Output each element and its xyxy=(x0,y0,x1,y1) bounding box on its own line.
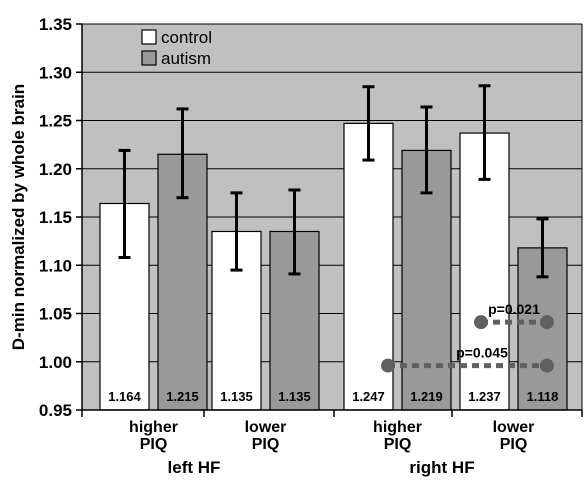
legend: control autism xyxy=(141,28,212,68)
x-tick-label: lower xyxy=(493,419,535,436)
x-group-labels: left HF right HF xyxy=(168,458,475,477)
x-group-label: left HF xyxy=(168,458,221,477)
value-label: 1.164 xyxy=(108,389,141,404)
x-tick-label: higher xyxy=(129,419,178,436)
y-tick-labels: 0.95 1.00 1.05 1.10 1.15 1.20 1.25 1.30 1.35 xyxy=(39,15,82,420)
y-tick-label: 1.15 xyxy=(39,208,72,227)
legend-swatch-autism xyxy=(141,50,157,66)
x-tick-label: PIQ xyxy=(500,436,528,453)
y-tick-label: 1.35 xyxy=(39,15,72,34)
x-tick-label: PIQ xyxy=(384,436,412,453)
y-axis-label: D-min normalized by whole brain xyxy=(9,84,28,350)
legend-swatch-control xyxy=(141,29,157,45)
x-tick-label: PIQ xyxy=(140,436,168,453)
y-tick-label: 1.05 xyxy=(39,305,72,324)
significance-label: p=0.021 xyxy=(488,301,540,317)
value-label: 1.247 xyxy=(352,389,385,404)
annotations: p=0.021 p=0.045 xyxy=(381,301,554,373)
significance-label: p=0.045 xyxy=(456,345,508,361)
y-tick-label: 1.20 xyxy=(39,160,72,179)
x-tick-label: PIQ xyxy=(252,436,280,453)
significance-endpoint xyxy=(474,315,488,330)
y-tick-label: 0.95 xyxy=(39,401,72,420)
value-label: 1.135 xyxy=(278,389,311,404)
error-bars xyxy=(118,84,549,279)
value-label: 1.118 xyxy=(527,389,559,404)
significance-endpoint xyxy=(540,358,554,373)
significance-endpoint xyxy=(540,315,554,330)
x-tick-label: lower xyxy=(245,419,287,436)
value-label: 1.135 xyxy=(220,389,253,404)
x-tick-label: higher xyxy=(373,419,422,436)
y-tick-label: 1.25 xyxy=(39,112,72,131)
value-label: 1.237 xyxy=(468,389,501,404)
y-tick-label: 1.00 xyxy=(39,353,72,372)
x-group-label: right HF xyxy=(409,458,474,477)
value-label: 1.219 xyxy=(410,389,443,404)
legend-label: autism xyxy=(161,49,211,68)
y-tick-label: 1.30 xyxy=(39,63,72,82)
legend-label: control xyxy=(161,28,212,47)
y-tick-label: 1.10 xyxy=(39,256,72,275)
significance-endpoint xyxy=(381,358,395,373)
value-labels: 1.164 1.215 1.135 1.135 1.247 1.219 1.237 1.118 xyxy=(108,389,558,404)
value-label: 1.215 xyxy=(166,389,199,404)
